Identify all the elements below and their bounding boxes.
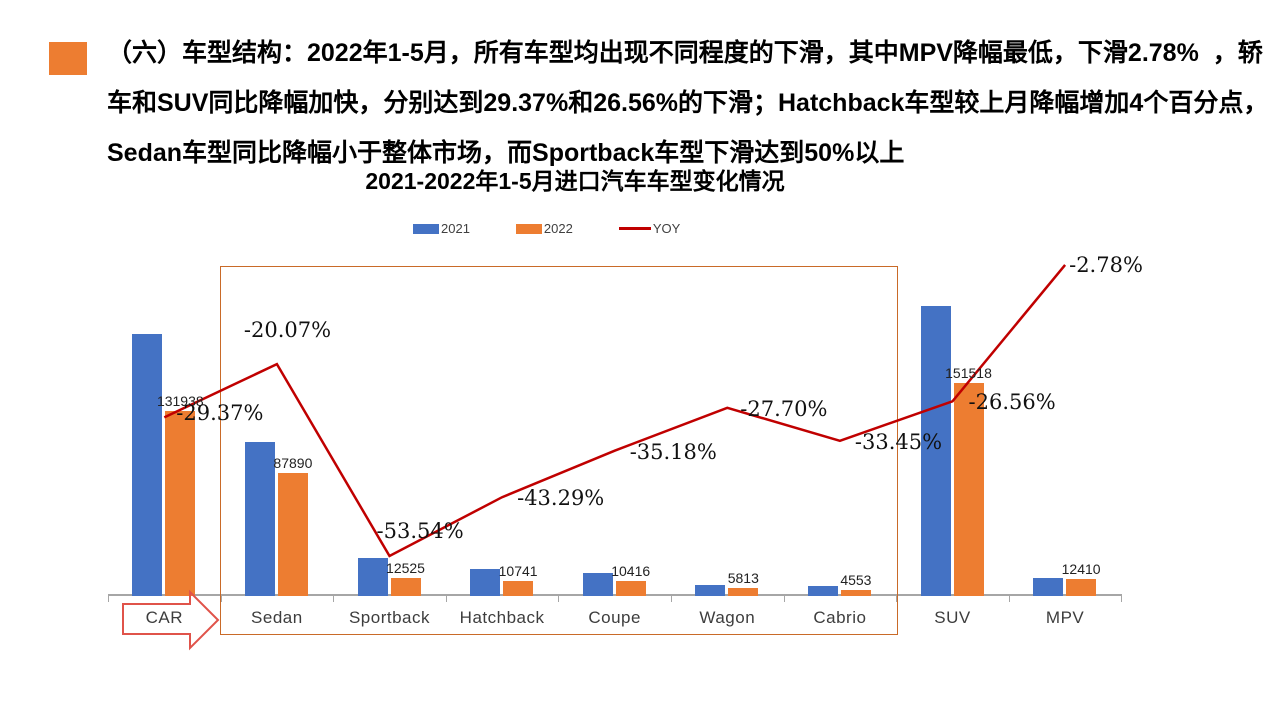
value-label-SUV: 151518 bbox=[945, 365, 992, 382]
chart-title: 2021-2022年1-5月进口汽车车型变化情况 bbox=[365, 168, 785, 194]
value-label-Coupe: 10416 bbox=[611, 563, 651, 580]
bar-2021-MPV bbox=[1033, 578, 1064, 596]
x-axis-tick bbox=[896, 596, 898, 602]
yoy-label-CAR: -29.37% bbox=[176, 401, 264, 426]
legend-label: 2021 bbox=[441, 221, 470, 236]
value-label-Sportback: 12525 bbox=[386, 560, 425, 577]
category-label-Hatchback: Hatchback bbox=[459, 608, 545, 627]
header-bullet bbox=[49, 42, 87, 75]
yoy-label-MPV: -2.78% bbox=[1069, 252, 1143, 277]
x-axis-line bbox=[108, 594, 1122, 596]
bar-2022-Wagon bbox=[728, 587, 759, 596]
legend-swatch bbox=[515, 223, 542, 234]
category-label-Coupe: Coupe bbox=[588, 608, 641, 627]
legend-item-2022: 2022 bbox=[515, 221, 573, 236]
bar-2022-Hatchback bbox=[503, 580, 534, 596]
yoy-label-Coupe: -35.18% bbox=[629, 439, 717, 464]
header-line: Sedan车型同比降幅小于整体市场，而Sportback车型下滑达到50%以上 bbox=[107, 139, 905, 167]
bar-2022-Sportback bbox=[390, 578, 421, 596]
legend-item-2021: 2021 bbox=[413, 221, 470, 236]
category-label-CAR: CAR bbox=[145, 608, 183, 627]
legend-swatch bbox=[413, 223, 439, 234]
yoy-label-Cabrio: -33.45% bbox=[854, 429, 943, 454]
x-axis-tick bbox=[220, 596, 222, 602]
bar-2022-Cabrio bbox=[840, 589, 871, 596]
category-label-Wagon: Wagon bbox=[699, 608, 756, 627]
category-label-SUV: SUV bbox=[934, 608, 971, 627]
yoy-label-Sportback: -53.54% bbox=[376, 518, 464, 543]
yoy-label-Wagon: -27.70% bbox=[740, 396, 828, 421]
value-label-Hatchback: 10741 bbox=[498, 562, 538, 579]
bar-2022-SUV bbox=[953, 383, 984, 596]
x-axis-tick bbox=[783, 596, 785, 602]
category-label-Cabrio: Cabrio bbox=[813, 608, 867, 627]
category-label-Sportback: Sportback bbox=[348, 608, 430, 627]
yoy-label-SUV: -26.56% bbox=[968, 390, 1056, 415]
x-axis-tick bbox=[445, 596, 447, 602]
bar-2021-Wagon bbox=[695, 584, 726, 596]
yoy-label-Hatchback: -43.29% bbox=[517, 486, 605, 511]
yoy-label-Sedan: -20.07% bbox=[243, 318, 332, 343]
bar-2021-Cabrio bbox=[807, 586, 838, 596]
header-line: （六）车型结构：2022年1-5月，所有车型均出现不同程度的下滑，其中MPV降幅… bbox=[107, 39, 1263, 67]
x-axis-tick bbox=[108, 596, 109, 602]
x-axis-tick bbox=[1008, 596, 1010, 602]
value-label-Sedan: 87890 bbox=[273, 454, 313, 471]
bar-2021-Hatchback bbox=[470, 569, 501, 596]
legend: 2021 2022 YOY bbox=[413, 221, 680, 236]
bar-2021-Coupe bbox=[582, 573, 613, 596]
header-text: （六）车型结构：2022年1-5月，所有车型均出现不同程度的下滑，其中MPV降幅… bbox=[107, 28, 1269, 178]
bar-2021-Sportback bbox=[357, 558, 388, 596]
category-label-MPV: MPV bbox=[1045, 608, 1085, 627]
value-label-Wagon: 5813 bbox=[727, 569, 759, 586]
legend-item-YOY: YOY bbox=[618, 221, 681, 236]
legend-line-marker bbox=[618, 227, 651, 230]
category-label-Sedan: Sedan bbox=[251, 608, 303, 627]
x-axis-tick bbox=[558, 596, 560, 602]
legend-label: 2022 bbox=[543, 221, 573, 236]
x-axis-tick bbox=[1121, 596, 1123, 602]
bar-2021-CAR bbox=[132, 333, 163, 596]
x-axis-tick bbox=[671, 596, 672, 602]
bar-2022-MPV bbox=[1066, 578, 1097, 596]
bar-2022-CAR bbox=[165, 410, 196, 596]
value-label-Cabrio: 4553 bbox=[840, 571, 872, 588]
header-line: 车和SUV同比降幅加快，分别达到29.37%和26.56%的下滑；Hatchba… bbox=[107, 89, 1269, 117]
legend-label: YOY bbox=[652, 221, 681, 236]
x-axis-tick bbox=[333, 596, 335, 602]
bar-2022-Coupe bbox=[615, 581, 646, 596]
value-label-MPV: 12410 bbox=[1061, 560, 1101, 577]
